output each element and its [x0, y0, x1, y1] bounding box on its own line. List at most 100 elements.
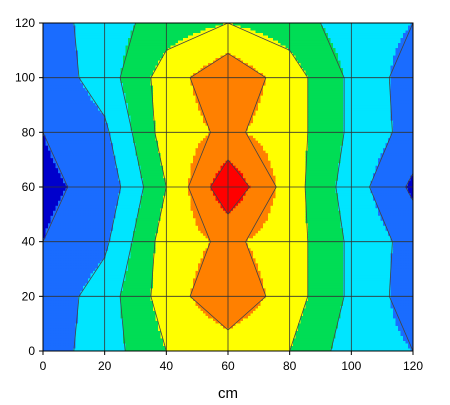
- contour-cell: [45, 63, 49, 67]
- contour-cell: [170, 45, 174, 49]
- contour-cell: [140, 23, 144, 27]
- contour-cell: [368, 23, 372, 27]
- contour-cell: [263, 28, 267, 32]
- contour-cell: [228, 103, 232, 107]
- contour-cell: [283, 25, 287, 29]
- contour-cell: [150, 80, 154, 84]
- contour-cell: [243, 105, 247, 109]
- contour-cell: [138, 53, 142, 57]
- contour-cell: [400, 70, 404, 74]
- contour-cell: [133, 28, 137, 32]
- contour-cell: [128, 23, 132, 27]
- contour-cell: [105, 88, 109, 92]
- contour-cell: [205, 58, 209, 62]
- contour-cell: [300, 93, 304, 97]
- contour-cell: [268, 58, 272, 62]
- contour-cell: [123, 63, 127, 67]
- contour-cell: [70, 103, 74, 107]
- contour-cell: [75, 90, 79, 94]
- contour-cell: [310, 30, 314, 34]
- contour-cell: [65, 83, 69, 87]
- contour-cell: [88, 93, 92, 97]
- contour-cell: [318, 75, 322, 79]
- contour-cell: [233, 25, 237, 29]
- contour-cell: [143, 83, 147, 87]
- contour-cell: [323, 88, 327, 92]
- contour-cell: [348, 33, 352, 37]
- contour-cell: [88, 45, 92, 49]
- contour-cell: [55, 78, 59, 82]
- contour-cell: [90, 83, 94, 87]
- contour-cell: [328, 73, 332, 77]
- contour-cell: [215, 63, 219, 67]
- contour-cell: [280, 65, 284, 69]
- contour-cell: [263, 65, 267, 69]
- contour-cell: [180, 53, 184, 57]
- contour-cell: [113, 48, 117, 52]
- contour-cell: [90, 73, 94, 77]
- contour-cell: [110, 100, 114, 104]
- contour-cell: [405, 88, 409, 92]
- contour-cell: [348, 93, 352, 97]
- contour-cell: [145, 38, 149, 42]
- contour-cell: [278, 78, 282, 82]
- contour-cell: [215, 85, 219, 89]
- contour-cell: [385, 48, 389, 52]
- contour-cell: [180, 78, 184, 82]
- contour-cell: [363, 70, 367, 74]
- contour-cell: [240, 63, 244, 67]
- contour-cell: [353, 75, 357, 79]
- contour-cell: [90, 103, 94, 107]
- contour-cell: [300, 98, 304, 102]
- contour-cell: [235, 103, 239, 107]
- contour-cell: [358, 58, 362, 62]
- contour-cell: [68, 53, 72, 57]
- contour-cell: [138, 50, 142, 54]
- contour-cell: [153, 105, 157, 109]
- contour-cell: [80, 45, 84, 49]
- contour-cell: [378, 38, 382, 42]
- contour-cell: [368, 55, 372, 59]
- contour-cell: [310, 43, 314, 47]
- contour-cell: [405, 65, 409, 69]
- contour-cell: [143, 73, 147, 77]
- contour-cell: [53, 35, 57, 39]
- contour-cell: [125, 90, 129, 94]
- contour-cell: [270, 58, 274, 62]
- contour-cell: [260, 98, 264, 102]
- contour-cell: [160, 30, 164, 34]
- contour-cell: [175, 60, 179, 64]
- contour-cell: [115, 100, 119, 104]
- contour-cell: [380, 40, 384, 44]
- contour-cell: [358, 23, 362, 27]
- contour-cell: [375, 55, 379, 59]
- contour-cell: [75, 80, 79, 84]
- contour-cell: [120, 58, 124, 62]
- contour-cell: [338, 53, 342, 57]
- contour-cell: [253, 58, 257, 62]
- contour-cell: [210, 50, 214, 54]
- contour-cell: [70, 53, 74, 57]
- contour-cell: [368, 30, 372, 34]
- contour-cell: [175, 88, 179, 92]
- contour-cell: [228, 105, 232, 109]
- contour-cell: [335, 88, 339, 92]
- contour-cell: [260, 53, 264, 57]
- contour-cell: [280, 68, 284, 72]
- contour-cell: [43, 105, 47, 109]
- contour-cell: [408, 58, 412, 62]
- contour-cell: [123, 65, 127, 69]
- contour-cell: [188, 48, 192, 52]
- contour-cell: [120, 35, 124, 39]
- contour-cell: [148, 55, 152, 59]
- contour-cell: [75, 73, 79, 77]
- contour-cell: [50, 88, 54, 92]
- contour-cell: [98, 58, 102, 62]
- contour-cell: [225, 70, 229, 74]
- contour-cell: [328, 103, 332, 107]
- contour-cell: [330, 28, 334, 32]
- contour-cell: [365, 70, 369, 74]
- contour-cell: [258, 68, 262, 72]
- contour-cell: [65, 90, 69, 94]
- contour-cell: [398, 63, 402, 67]
